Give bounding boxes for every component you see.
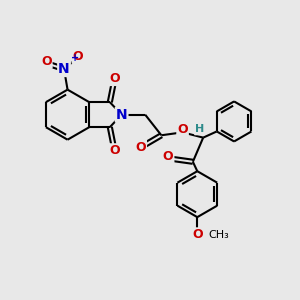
Text: O: O: [163, 150, 173, 163]
Text: O: O: [192, 228, 202, 241]
Text: O: O: [41, 55, 52, 68]
Text: O: O: [109, 144, 120, 157]
Text: N: N: [58, 62, 70, 76]
Text: O: O: [135, 141, 146, 154]
Text: N: N: [116, 108, 127, 122]
Text: +: +: [70, 53, 79, 63]
Text: O: O: [177, 124, 188, 136]
Text: CH₃: CH₃: [208, 230, 229, 240]
Text: H: H: [195, 124, 204, 134]
Text: O: O: [73, 50, 83, 63]
Text: O: O: [109, 72, 120, 85]
